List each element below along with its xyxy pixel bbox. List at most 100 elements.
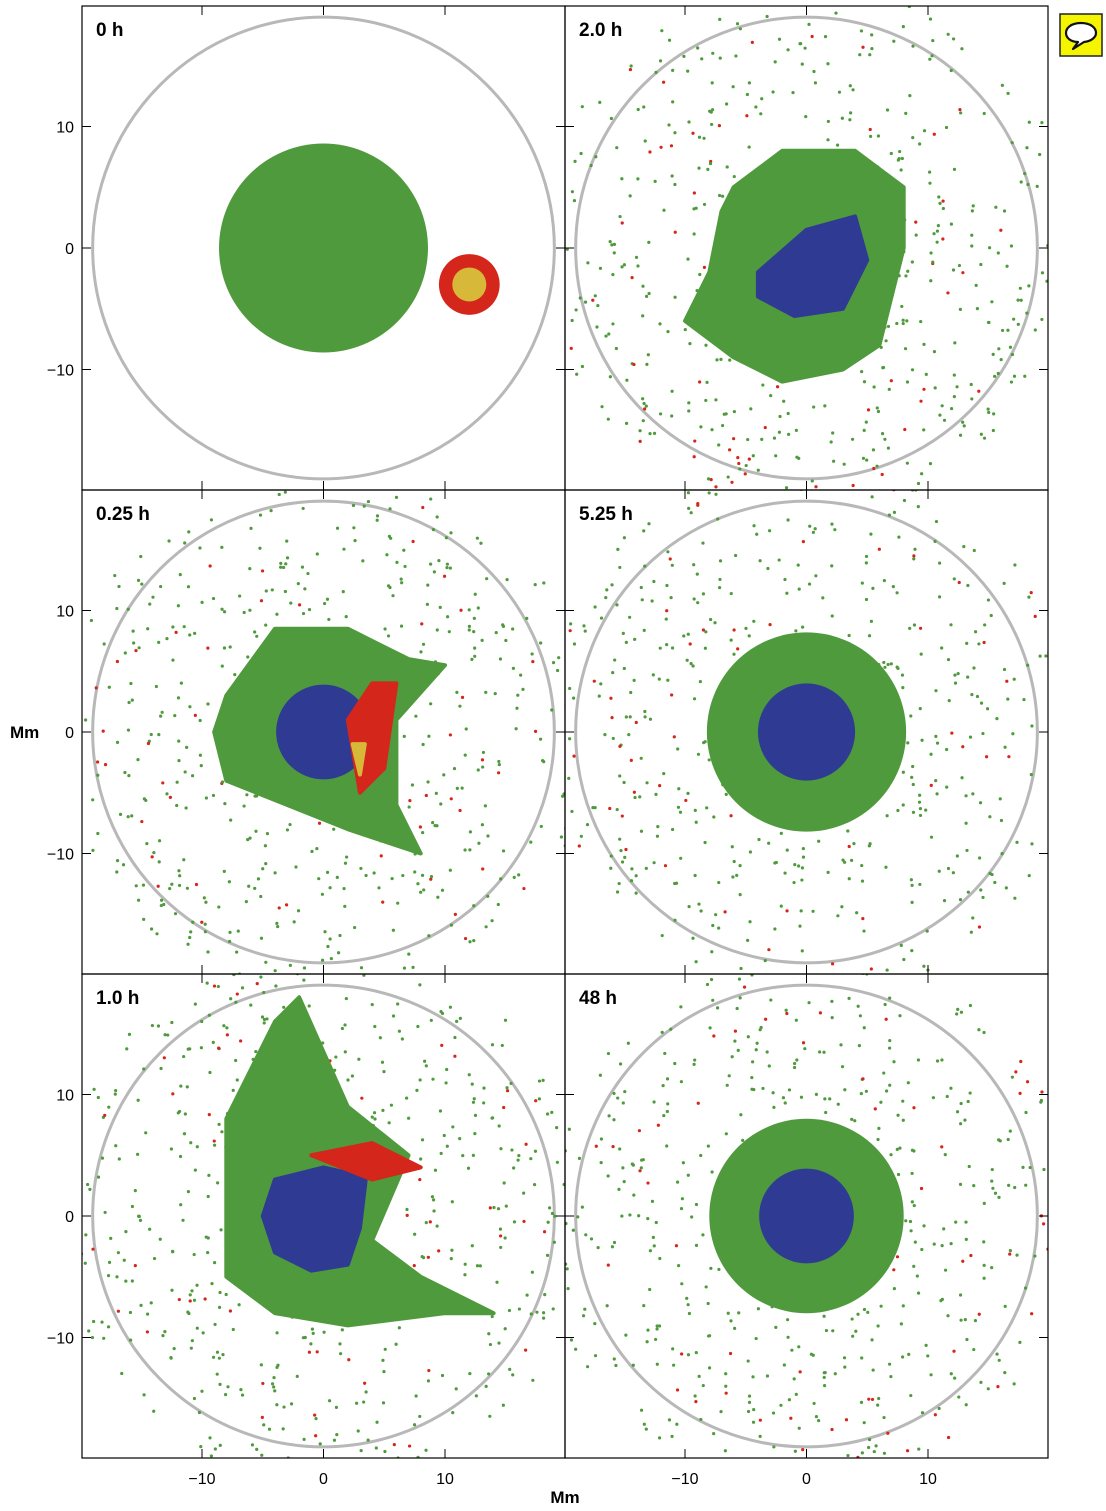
impactor-debris-point xyxy=(730,480,734,484)
impactor-debris-point xyxy=(643,407,647,411)
mantle-debris-point xyxy=(497,759,501,764)
mantle-debris-point xyxy=(285,556,290,560)
mantle-debris-point xyxy=(210,1282,214,1286)
mantle-debris-point xyxy=(177,869,181,873)
mantle-debris-point xyxy=(176,604,180,608)
mantle-debris-point xyxy=(142,917,146,921)
mantle-debris-point xyxy=(1011,732,1015,736)
impactor-debris-point xyxy=(1014,1070,1018,1074)
mantle-debris-point xyxy=(126,815,130,819)
impactor-debris-point xyxy=(505,1089,510,1093)
mantle-debris-point xyxy=(797,864,801,868)
mantle-debris-point xyxy=(450,1200,454,1204)
impactor-debris-point xyxy=(315,1350,319,1354)
mantle-debris-point xyxy=(627,733,631,737)
mantle-debris-point xyxy=(892,510,897,514)
mantle-debris-point xyxy=(559,1308,562,1311)
mantle-debris-point xyxy=(784,486,789,490)
mantle-debris-point xyxy=(1016,322,1020,326)
mantle-debris-point xyxy=(222,869,226,873)
mantle-debris-point xyxy=(699,1153,703,1158)
mantle-debris-point xyxy=(366,499,371,504)
mantle-debris-point xyxy=(1012,1382,1016,1386)
mantle-debris-point xyxy=(623,1089,627,1094)
mantle-debris-point xyxy=(901,803,905,807)
mantle-debris-point xyxy=(871,448,876,452)
mantle-debris-point xyxy=(123,651,127,655)
speech-bubble-comment-icon[interactable] xyxy=(1059,13,1103,57)
mantle-debris-point xyxy=(709,1266,713,1270)
mantle-debris-point xyxy=(953,1376,957,1380)
mantle-debris-point xyxy=(247,884,251,888)
mantle-debris-point xyxy=(497,763,501,767)
mantle-debris-point xyxy=(622,263,627,267)
mantle-debris-point xyxy=(854,1329,858,1333)
mantle-debris-point xyxy=(294,865,298,869)
mantle-debris-point xyxy=(262,1017,267,1022)
mantle-debris-point xyxy=(411,965,415,969)
mantle-debris-point xyxy=(490,1314,494,1319)
mantle-debris-point xyxy=(963,1118,967,1122)
mantle-debris-point xyxy=(733,1326,737,1331)
impactor-debris-point xyxy=(674,1244,679,1248)
mantle-debris-point xyxy=(624,421,629,425)
mantle-debris-point xyxy=(248,608,252,612)
mantle-debris-point xyxy=(987,246,992,250)
mantle-debris-point xyxy=(390,876,394,881)
mantle-debris-point xyxy=(909,878,913,882)
mantle-debris-point xyxy=(876,1324,880,1328)
mantle-debris-point xyxy=(70,647,73,650)
impactor-debris-point xyxy=(656,1123,660,1127)
mantle-debris-point xyxy=(311,1331,315,1335)
mantle-debris-point xyxy=(473,1113,478,1117)
mantle-debris-point xyxy=(1003,1371,1007,1375)
mantle-debris-point xyxy=(437,558,441,563)
mantle-debris-point xyxy=(958,433,963,437)
mantle-debris-point xyxy=(718,577,722,582)
mantle-debris-point xyxy=(920,1247,924,1252)
mantle-debris-point xyxy=(747,1394,752,1398)
mantle-debris-point xyxy=(165,636,169,641)
mantle-debris-point xyxy=(388,585,392,590)
mantle-debris-point xyxy=(427,734,431,738)
impactor-debris-point xyxy=(851,483,855,488)
mantle-debris-point xyxy=(991,352,995,356)
mantle-debris-point xyxy=(340,1026,344,1031)
mantle-debris-point xyxy=(870,495,874,499)
mantle-debris-point xyxy=(130,1204,135,1209)
mantle-debris-point xyxy=(448,868,452,872)
mantle-debris-point xyxy=(932,232,936,236)
mantle-debris-point xyxy=(539,824,543,829)
x-tick-label: 10 xyxy=(919,1471,937,1488)
mantle-debris-point xyxy=(861,456,866,460)
mantle-debris-point xyxy=(605,1304,609,1308)
mantle-debris-point xyxy=(211,1355,216,1359)
mantle-debris-point xyxy=(606,1051,611,1056)
mantle-debris-point xyxy=(557,656,561,660)
mantle-debris-point xyxy=(794,428,798,432)
mantle-debris-point xyxy=(186,1047,190,1051)
mantle-debris-point xyxy=(220,607,224,611)
mantle-debris-point xyxy=(1008,345,1013,349)
mantle-debris-point xyxy=(120,1371,124,1376)
mantle-debris-point xyxy=(260,1453,264,1457)
mantle-debris-point xyxy=(692,597,696,601)
mantle-debris-point xyxy=(197,1410,202,1415)
mantle-debris-point xyxy=(644,1427,648,1431)
mantle-debris-point xyxy=(618,214,622,219)
mantle-debris-point xyxy=(714,398,718,402)
mantle-debris-point xyxy=(67,797,70,800)
mantle-debris-point xyxy=(642,401,646,406)
impactor-debris-point xyxy=(418,1178,422,1182)
mantle-debris-point xyxy=(198,718,202,723)
mantle-debris-point xyxy=(1007,1183,1011,1187)
mantle-debris-point xyxy=(301,611,306,616)
impactor-debris-point xyxy=(861,916,865,921)
mantle-debris-point xyxy=(480,823,485,827)
mantle-debris-point xyxy=(92,1319,96,1324)
impactor-debris-point xyxy=(96,760,100,764)
mantle-debris-point xyxy=(911,135,915,140)
mantle-debris-point xyxy=(407,952,411,956)
mantle-debris-point xyxy=(807,1001,811,1005)
mantle-debris-point xyxy=(857,484,860,487)
